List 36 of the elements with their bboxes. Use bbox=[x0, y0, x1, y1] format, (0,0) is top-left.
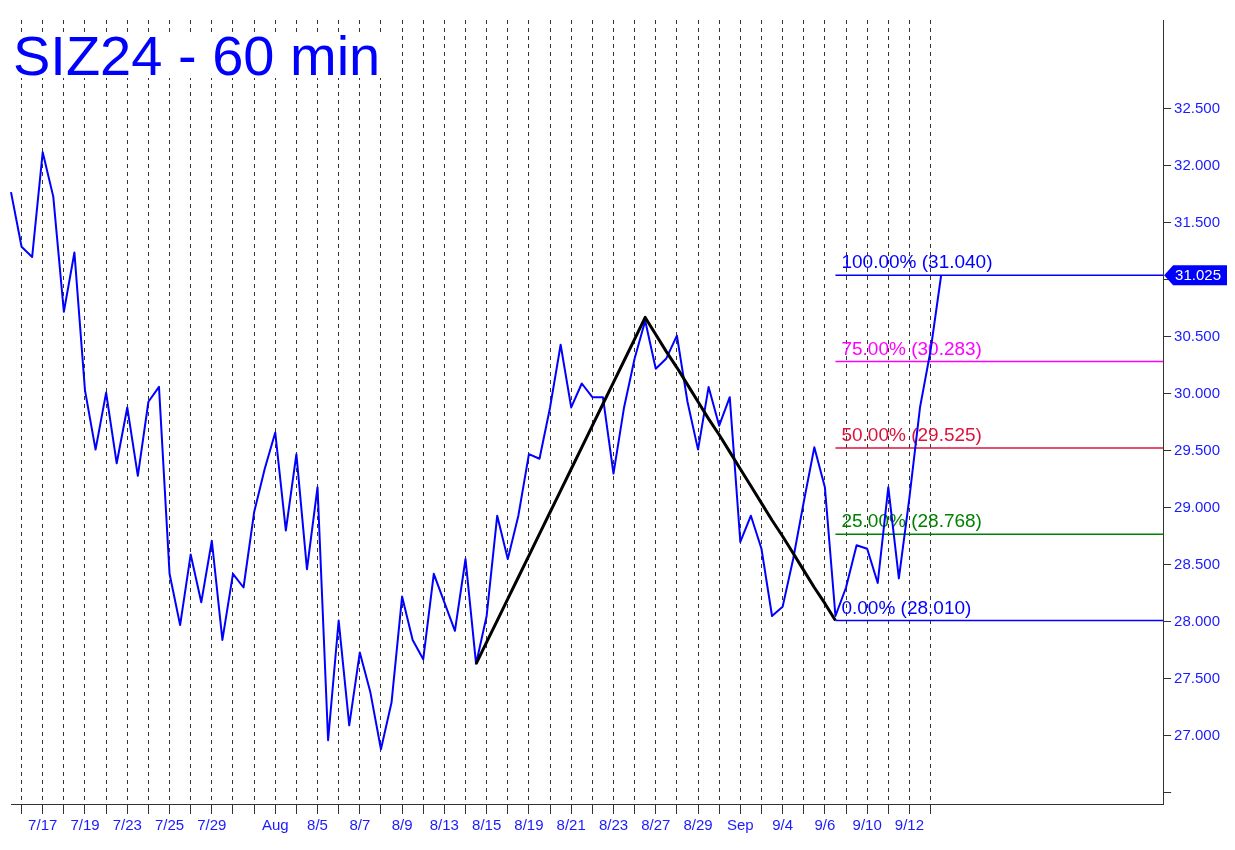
ref-line-label: 0.00% (28.010) bbox=[841, 596, 972, 618]
x-tick-label: 9/12 bbox=[894, 816, 925, 834]
y-tick-label: 28.500 bbox=[1174, 554, 1221, 572]
x-tick-label: 9/6 bbox=[814, 816, 836, 834]
x-tick-label: 7/25 bbox=[154, 816, 185, 834]
x-tick-label: 8/7 bbox=[349, 816, 371, 834]
x-tick-label: 7/19 bbox=[70, 816, 100, 834]
x-tick-label: 9/10 bbox=[852, 816, 882, 834]
x-tick-label: 8/19 bbox=[514, 816, 544, 834]
x-tick-label: 9/4 bbox=[772, 816, 794, 834]
chart-title: SIZ24 - 60 min bbox=[13, 24, 381, 87]
y-tick-label: 28.000 bbox=[1174, 611, 1221, 629]
x-tick-label: Sep bbox=[726, 816, 754, 834]
y-tick-label: 30.000 bbox=[1174, 383, 1221, 401]
x-tick-label: 8/23 bbox=[598, 816, 629, 834]
x-tick-label: 8/27 bbox=[641, 816, 671, 834]
x-tick-label: 8/29 bbox=[683, 816, 713, 834]
x-tick-label: 8/21 bbox=[556, 816, 586, 834]
x-tick-label: 8/9 bbox=[391, 816, 413, 834]
y-tick-label: 32.500 bbox=[1174, 99, 1221, 117]
y-tick-label: 27.500 bbox=[1174, 668, 1221, 686]
x-tick-label: 8/13 bbox=[429, 816, 459, 834]
y-tick-label: 31.500 bbox=[1174, 212, 1221, 230]
x-tick-label: 8/5 bbox=[307, 816, 328, 834]
y-tick-label: 29.500 bbox=[1174, 440, 1221, 458]
y-tick-label: 32.000 bbox=[1174, 156, 1221, 173]
ref-line-label: 100.00% (31.040) bbox=[841, 251, 993, 273]
x-tick-label: 7/23 bbox=[112, 816, 142, 834]
y-tick-label: 27.000 bbox=[1174, 725, 1221, 743]
text: 31.025 bbox=[1175, 266, 1222, 284]
x-tick-label: 8/15 bbox=[472, 816, 502, 834]
y-tick-label: 29.000 bbox=[1174, 497, 1221, 515]
x-tick-label: 7/29 bbox=[197, 816, 227, 834]
x-tick-label: Aug bbox=[261, 816, 289, 834]
y-tick-label: 30.500 bbox=[1174, 326, 1221, 344]
x-tick-label: 7/17 bbox=[28, 816, 58, 834]
